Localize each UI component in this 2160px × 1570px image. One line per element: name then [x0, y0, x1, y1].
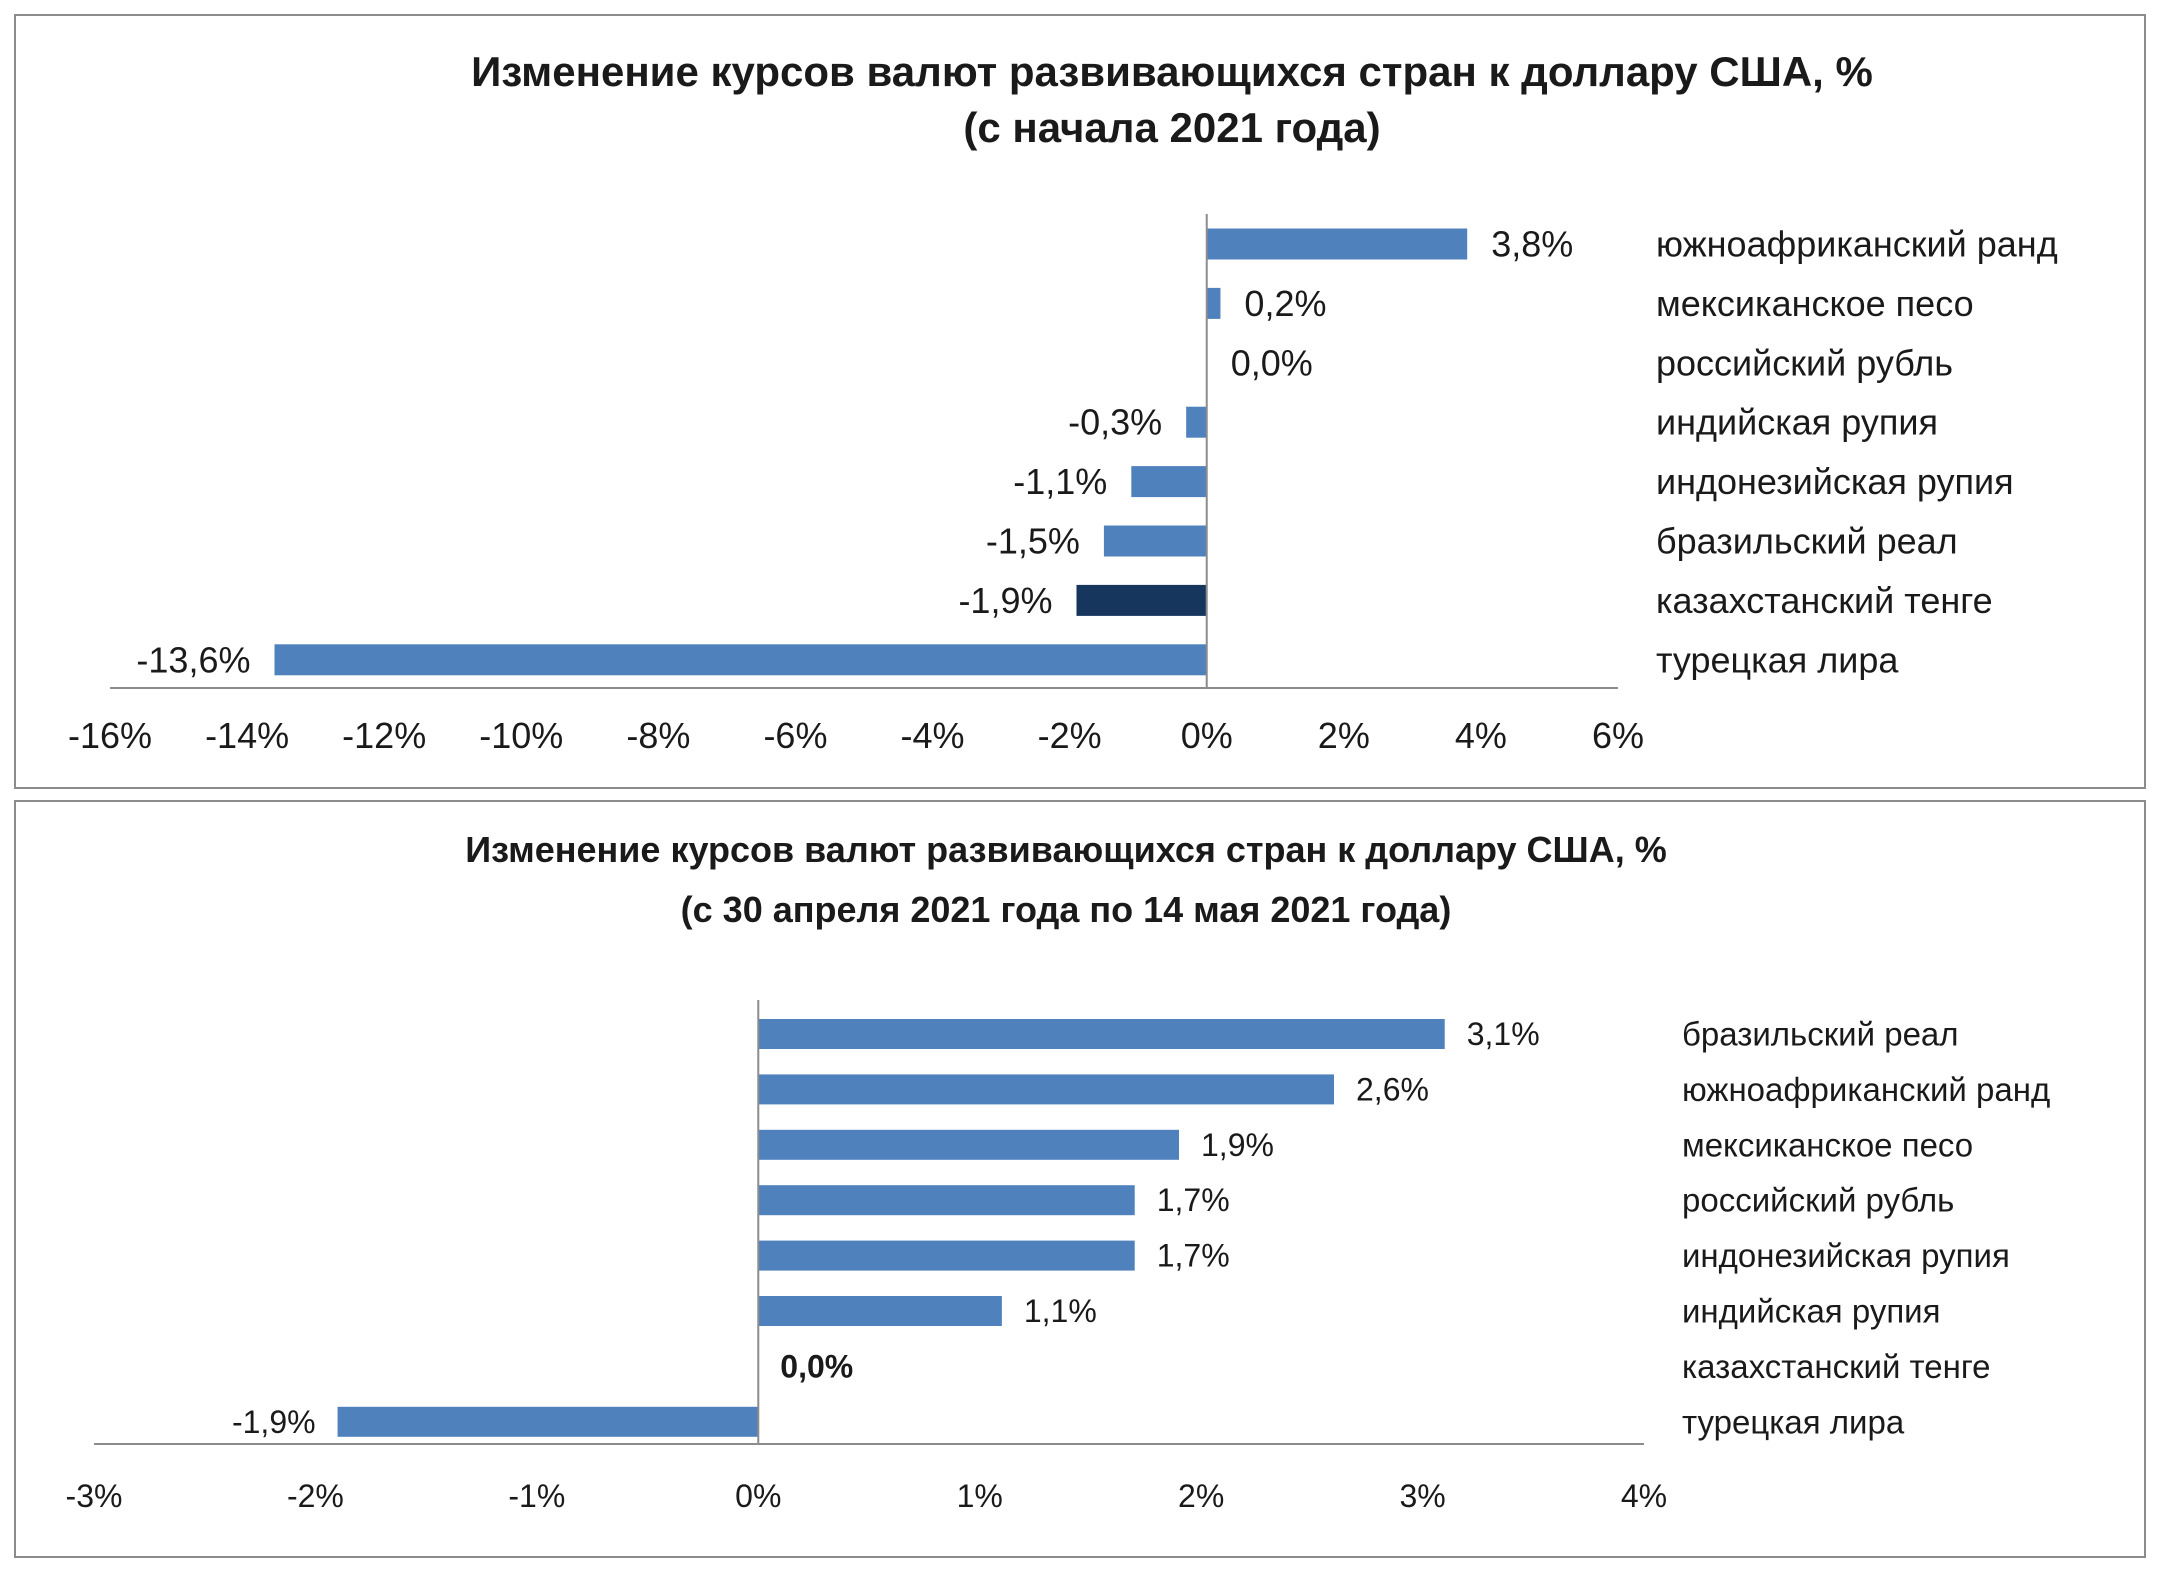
bar-2 [1206, 287, 1221, 319]
bottom-chart-bars: 3,1% бразильский реал 2,6% южноафриканский … [232, 1016, 2050, 1441]
bar-1 [1206, 228, 1468, 260]
category-label-4: индийская рупия [1656, 402, 1938, 443]
bottom-chart: Изменение курсов валют развивающихся стр… [66, 829, 2051, 1514]
category-label-7: казахстанский тенге [1682, 1348, 1991, 1385]
x-tick-label-1: -16% [68, 715, 152, 756]
x-tick-label-3: -1% [508, 1478, 565, 1514]
data-label-8: -13,6% [136, 639, 250, 680]
top-chart: Изменение курсов валют развивающихся стр… [68, 48, 2058, 756]
x-tick-label-5: -8% [626, 715, 690, 756]
category-label-8: турецкая лира [1682, 1403, 1905, 1440]
bottom-chart-panel: Изменение курсов валют развивающихся стр… [14, 800, 2146, 1558]
bar-4 [758, 1185, 1135, 1216]
x-tick-label-2: -2% [287, 1478, 344, 1514]
category-label-2: южноафриканский ранд [1682, 1071, 2050, 1108]
category-label-1: бразильский реал [1682, 1016, 1959, 1053]
top-chart-panel: Изменение курсов валют развивающихся стр… [14, 14, 2146, 789]
bar-7 [1076, 584, 1207, 616]
category-label-5: индонезийская рупия [1682, 1237, 2010, 1274]
data-label-4: -0,3% [1068, 402, 1162, 443]
category-label-6: индийская рупия [1682, 1293, 1941, 1330]
bar-5 [1131, 466, 1207, 498]
x-tick-label-11: 4% [1455, 715, 1507, 756]
category-label-4: российский рубль [1682, 1182, 1954, 1219]
x-tick-label-12: 6% [1592, 715, 1644, 756]
category-label-6: бразильский реал [1656, 521, 1958, 562]
data-label-1: 3,8% [1491, 224, 1573, 265]
category-label-7: казахстанский тенге [1656, 580, 1993, 621]
category-label-8: турецкая лира [1656, 639, 1899, 680]
bar-8 [274, 644, 1207, 676]
top-chart-subtitle: (с начала 2021 года) [963, 104, 1380, 151]
category-label-5: индонезийская рупия [1656, 461, 2014, 502]
bar-5 [758, 1240, 1135, 1271]
data-label-1: 3,1% [1467, 1016, 1540, 1052]
x-tick-label-6: -6% [763, 715, 827, 756]
data-label-6: 1,1% [1024, 1293, 1097, 1329]
x-tick-label-10: 2% [1318, 715, 1370, 756]
top-chart-title: Изменение курсов валют развивающихся стр… [471, 48, 1873, 95]
x-tick-label-7: 3% [1399, 1478, 1445, 1514]
bar-3 [758, 1129, 1179, 1160]
bar-2 [758, 1074, 1334, 1105]
x-tick-label-4: 0% [735, 1478, 781, 1514]
bar-1 [758, 1019, 1445, 1049]
data-label-2: 2,6% [1356, 1071, 1429, 1107]
x-tick-label-3: -12% [342, 715, 426, 756]
x-tick-label-9: 0% [1181, 715, 1233, 756]
data-label-5: -1,1% [1013, 461, 1107, 502]
bar-4 [1186, 406, 1207, 438]
top-chart-bars: 3,8% южноафриканский ранд 0,2% мексиканское… [136, 224, 2057, 681]
x-tick-label-8: 4% [1621, 1478, 1667, 1514]
bottom-chart-subtitle: (с 30 апреля 2021 года по 14 мая 2021 го… [681, 889, 1452, 930]
bar-8 [337, 1406, 759, 1437]
data-label-2: 0,2% [1244, 283, 1326, 324]
x-tick-label-2: -14% [205, 715, 289, 756]
x-tick-label-8: -2% [1038, 715, 1102, 756]
x-tick-label-7: -4% [901, 715, 965, 756]
category-label-1: южноафриканский ранд [1656, 224, 2058, 265]
bottom-chart-title: Изменение курсов валют развивающихся стр… [465, 829, 1666, 870]
data-label-7: 0,0% [780, 1348, 853, 1384]
data-label-8: -1,9% [232, 1404, 316, 1440]
x-tick-label-4: -10% [479, 715, 563, 756]
bar-6 [758, 1296, 1002, 1326]
x-tick-label-1: -3% [66, 1478, 123, 1514]
data-label-5: 1,7% [1157, 1238, 1230, 1274]
data-label-6: -1,5% [986, 521, 1080, 562]
category-label-3: мексиканское песо [1682, 1126, 1973, 1163]
bar-6 [1103, 525, 1207, 557]
x-tick-label-6: 2% [1178, 1478, 1224, 1514]
bottom-chart-axis: -3% -2% -1% 0% 1% 2% 3% 4% [66, 1000, 1667, 1514]
data-label-3: 0,0% [1231, 342, 1313, 383]
x-tick-label-5: 1% [957, 1478, 1003, 1514]
category-label-3: российский рубль [1656, 342, 1953, 383]
data-label-4: 1,7% [1157, 1182, 1230, 1218]
data-label-7: -1,9% [958, 580, 1052, 621]
top-chart-axis: -16% -14% -12% -10% -8% -6% -4% -2% 0% 2% 4% 6% [68, 214, 1644, 756]
category-label-2: мексиканское песо [1656, 283, 1974, 324]
data-label-3: 1,9% [1201, 1127, 1274, 1163]
